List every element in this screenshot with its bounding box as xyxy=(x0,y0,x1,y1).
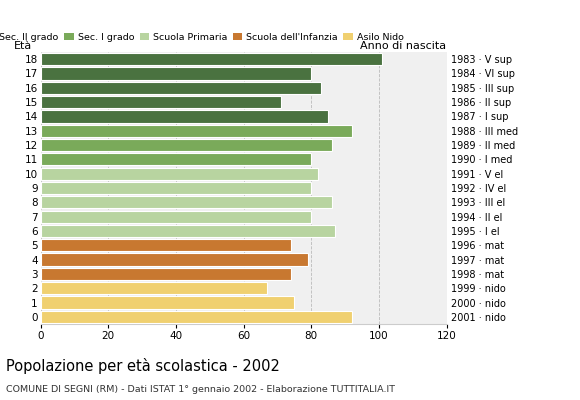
Bar xyxy=(41,67,311,80)
Text: Anno di nascita: Anno di nascita xyxy=(361,41,447,51)
Bar xyxy=(41,225,335,237)
Bar xyxy=(41,296,295,309)
Bar xyxy=(41,311,352,323)
Bar xyxy=(41,282,267,294)
Bar xyxy=(41,139,332,151)
Bar xyxy=(41,182,311,194)
Text: COMUNE DI SEGNI (RM) - Dati ISTAT 1° gennaio 2002 - Elaborazione TUTTITALIA.IT: COMUNE DI SEGNI (RM) - Dati ISTAT 1° gen… xyxy=(6,385,395,394)
Bar xyxy=(41,110,328,122)
Bar xyxy=(41,254,308,266)
Bar xyxy=(41,96,281,108)
Text: Età: Età xyxy=(14,41,32,51)
Bar xyxy=(41,125,352,137)
Bar xyxy=(41,53,382,65)
Bar xyxy=(41,210,311,223)
Text: Popolazione per età scolastica - 2002: Popolazione per età scolastica - 2002 xyxy=(6,358,280,374)
Legend: Sec. II grado, Sec. I grado, Scuola Primaria, Scuola dell'Infanzia, Asilo Nido: Sec. II grado, Sec. I grado, Scuola Prim… xyxy=(0,33,404,42)
Bar xyxy=(41,168,318,180)
Bar xyxy=(41,153,311,166)
Bar xyxy=(41,268,291,280)
Bar xyxy=(41,82,321,94)
Bar xyxy=(41,196,332,208)
Bar xyxy=(41,239,291,251)
